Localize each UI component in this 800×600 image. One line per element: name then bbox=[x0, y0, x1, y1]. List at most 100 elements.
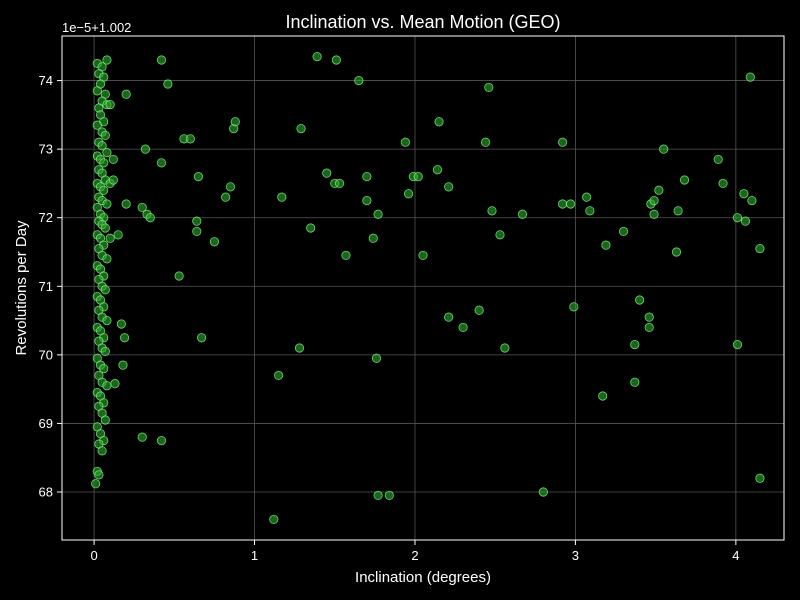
data-point bbox=[277, 192, 287, 202]
data-point bbox=[100, 223, 110, 233]
data-point bbox=[102, 315, 112, 326]
data-point bbox=[373, 209, 383, 219]
data-point bbox=[458, 322, 468, 333]
x-tick-label: 3 bbox=[572, 548, 579, 563]
data-point bbox=[566, 199, 576, 209]
data-point bbox=[294, 343, 305, 353]
data-point bbox=[644, 322, 654, 333]
data-point bbox=[368, 233, 378, 243]
data-point bbox=[192, 226, 202, 237]
data-point bbox=[192, 216, 202, 226]
data-point bbox=[193, 171, 203, 182]
data-point bbox=[92, 120, 102, 130]
data-point bbox=[102, 147, 112, 158]
data-point bbox=[644, 312, 654, 322]
data-point bbox=[209, 237, 220, 247]
data-point bbox=[296, 123, 306, 134]
data-point bbox=[500, 343, 510, 353]
y-axis-label: Revolutions per Day bbox=[13, 220, 30, 356]
x-tick-label: 2 bbox=[411, 548, 418, 563]
data-point bbox=[116, 319, 126, 329]
data-point bbox=[221, 192, 231, 202]
data-point bbox=[118, 360, 128, 370]
data-point bbox=[97, 141, 107, 151]
data-point bbox=[108, 175, 118, 185]
data-point bbox=[306, 223, 316, 233]
data-point bbox=[718, 178, 728, 189]
data-point bbox=[403, 189, 414, 199]
data-point bbox=[105, 233, 115, 243]
data-point bbox=[102, 381, 112, 391]
data-point bbox=[747, 195, 757, 206]
data-point bbox=[331, 55, 341, 65]
data-point bbox=[121, 89, 131, 99]
data-point bbox=[740, 216, 751, 226]
data-point bbox=[362, 171, 372, 182]
data-point bbox=[371, 353, 382, 363]
data-point bbox=[444, 312, 454, 322]
data-point bbox=[156, 158, 167, 168]
data-point bbox=[341, 250, 351, 261]
x-axis-label: Inclination (degrees) bbox=[355, 569, 491, 586]
data-point bbox=[384, 490, 394, 501]
data-point bbox=[110, 379, 120, 389]
data-point bbox=[634, 295, 645, 305]
data-point bbox=[474, 305, 484, 315]
data-point bbox=[630, 377, 640, 387]
y-tick-label: 74 bbox=[39, 73, 53, 88]
data-point bbox=[140, 144, 151, 154]
data-point bbox=[755, 473, 765, 483]
data-points bbox=[91, 51, 765, 525]
plot-frame bbox=[61, 35, 785, 541]
data-point bbox=[91, 479, 101, 489]
data-point bbox=[105, 99, 115, 110]
data-point bbox=[92, 86, 102, 96]
data-point bbox=[100, 415, 110, 425]
data-point bbox=[418, 250, 428, 261]
data-point bbox=[755, 243, 765, 254]
data-point bbox=[732, 213, 743, 223]
data-point bbox=[713, 154, 723, 165]
data-point bbox=[102, 55, 112, 65]
x-tick-label: 0 bbox=[90, 548, 97, 563]
data-point bbox=[673, 206, 683, 216]
data-point bbox=[671, 247, 682, 257]
data-point bbox=[113, 230, 123, 240]
data-point bbox=[569, 302, 579, 312]
data-point bbox=[99, 363, 109, 374]
data-point bbox=[557, 137, 568, 147]
data-point bbox=[732, 339, 743, 350]
data-point bbox=[400, 137, 410, 147]
data-point bbox=[174, 271, 184, 281]
y-tick-label: 72 bbox=[39, 210, 53, 225]
data-point bbox=[432, 165, 443, 175]
data-point bbox=[225, 182, 236, 192]
data-point bbox=[582, 192, 592, 202]
data-point bbox=[102, 199, 112, 209]
data-point bbox=[630, 339, 640, 350]
data-point bbox=[196, 333, 207, 343]
y-tick-label: 70 bbox=[39, 347, 53, 362]
data-point bbox=[618, 226, 629, 237]
data-point bbox=[121, 199, 131, 209]
data-point bbox=[97, 446, 107, 456]
data-point bbox=[413, 171, 423, 182]
data-point bbox=[649, 209, 659, 219]
chart-title: Inclination vs. Mean Motion (GEO) bbox=[285, 12, 560, 32]
x-axis-ticks: 0 1 2 3 4 bbox=[90, 540, 739, 563]
data-point bbox=[99, 185, 109, 195]
data-point bbox=[598, 391, 608, 401]
data-point bbox=[659, 144, 669, 154]
data-point bbox=[373, 490, 383, 501]
data-point bbox=[273, 370, 284, 381]
y-tick-label: 69 bbox=[39, 416, 53, 431]
y-tick-label: 73 bbox=[39, 142, 53, 157]
data-point bbox=[230, 117, 240, 127]
data-point bbox=[487, 206, 497, 216]
y-tick-label: 71 bbox=[39, 279, 53, 294]
data-point bbox=[100, 285, 110, 295]
data-point bbox=[100, 346, 110, 357]
x-tick-label: 4 bbox=[732, 548, 739, 563]
data-point bbox=[322, 168, 332, 178]
